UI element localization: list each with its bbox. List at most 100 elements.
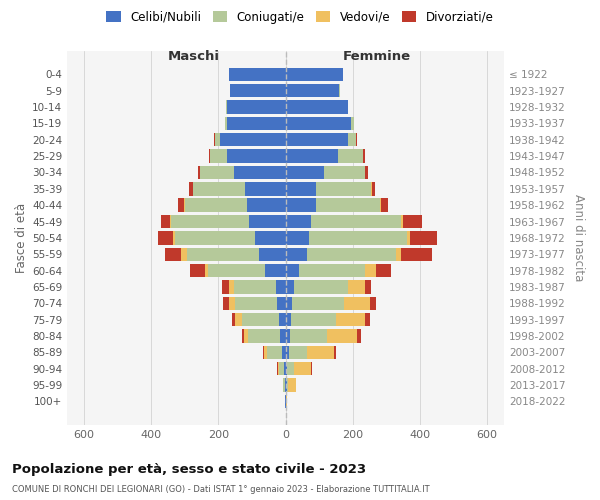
Bar xyxy=(286,198,316,212)
Bar xyxy=(229,68,286,81)
Bar xyxy=(284,378,286,392)
Bar xyxy=(277,296,286,310)
Bar xyxy=(225,116,227,130)
Bar xyxy=(348,100,349,114)
Bar xyxy=(248,215,286,228)
Bar xyxy=(286,100,348,114)
Bar xyxy=(227,116,286,130)
Bar xyxy=(286,313,290,326)
Bar xyxy=(245,182,286,196)
Bar xyxy=(229,296,235,310)
Bar xyxy=(401,215,403,228)
Bar xyxy=(263,346,265,359)
Bar xyxy=(290,313,336,326)
Bar xyxy=(286,116,351,130)
Bar xyxy=(286,215,311,228)
Bar xyxy=(286,378,287,392)
Bar xyxy=(267,346,282,359)
Y-axis label: Anni di nascita: Anni di nascita xyxy=(572,194,585,282)
Bar xyxy=(292,296,344,310)
Bar xyxy=(242,313,279,326)
Bar xyxy=(401,248,432,261)
Bar xyxy=(282,346,286,359)
Bar xyxy=(334,346,336,359)
Bar xyxy=(372,182,375,196)
Bar xyxy=(235,313,242,326)
Bar xyxy=(223,296,229,310)
Bar xyxy=(284,362,286,376)
Bar xyxy=(407,231,410,244)
Bar xyxy=(289,346,307,359)
Bar xyxy=(365,313,370,326)
Bar xyxy=(356,133,357,146)
Bar xyxy=(208,264,265,278)
Text: Maschi: Maschi xyxy=(168,50,220,63)
Bar xyxy=(316,182,371,196)
Bar xyxy=(311,362,312,376)
Bar xyxy=(173,231,175,244)
Bar xyxy=(200,166,233,179)
Text: Femmine: Femmine xyxy=(343,50,412,63)
Bar xyxy=(370,296,376,310)
Bar xyxy=(309,231,407,244)
Bar xyxy=(259,248,286,261)
Bar xyxy=(187,248,259,261)
Bar xyxy=(285,394,286,408)
Bar xyxy=(286,182,316,196)
Bar xyxy=(286,84,340,98)
Bar xyxy=(338,150,363,163)
Bar xyxy=(161,215,170,228)
Bar xyxy=(324,166,365,179)
Bar xyxy=(358,330,361,342)
Bar xyxy=(294,362,311,376)
Bar xyxy=(226,100,227,114)
Bar xyxy=(256,231,286,244)
Bar xyxy=(220,133,286,146)
Bar xyxy=(265,264,286,278)
Bar xyxy=(307,248,397,261)
Bar xyxy=(327,330,358,342)
Bar xyxy=(205,264,208,278)
Bar xyxy=(376,264,391,278)
Bar xyxy=(287,378,288,392)
Bar xyxy=(190,264,205,278)
Bar xyxy=(158,231,173,244)
Bar xyxy=(286,264,299,278)
Bar xyxy=(214,133,215,146)
Bar xyxy=(279,362,284,376)
Bar xyxy=(299,264,365,278)
Bar xyxy=(286,394,287,408)
Bar xyxy=(286,133,348,146)
Bar xyxy=(193,182,245,196)
Bar xyxy=(275,280,286,293)
Bar xyxy=(215,133,220,146)
Bar xyxy=(244,330,248,342)
Bar xyxy=(232,313,235,326)
Bar xyxy=(294,280,348,293)
Bar xyxy=(311,215,401,228)
Bar xyxy=(288,378,296,392)
Bar xyxy=(265,346,267,359)
Bar xyxy=(222,280,229,293)
Bar xyxy=(279,313,286,326)
Bar xyxy=(184,198,185,212)
Bar xyxy=(286,280,294,293)
Bar xyxy=(286,296,292,310)
Bar xyxy=(178,198,184,212)
Bar xyxy=(164,248,181,261)
Bar xyxy=(286,166,324,179)
Bar xyxy=(286,150,338,163)
Bar xyxy=(185,198,247,212)
Bar xyxy=(227,100,286,114)
Bar xyxy=(348,280,365,293)
Bar xyxy=(380,198,388,212)
Bar xyxy=(348,133,356,146)
Bar xyxy=(230,84,286,98)
Bar xyxy=(363,150,365,163)
Bar xyxy=(233,280,275,293)
Bar xyxy=(365,280,371,293)
Bar xyxy=(397,248,401,261)
Text: COMUNE DI RONCHI DEI LEGIONARI (GO) - Dati ISTAT 1° gennaio 2023 - Elaborazione : COMUNE DI RONCHI DEI LEGIONARI (GO) - Da… xyxy=(12,486,430,494)
Bar xyxy=(277,362,278,376)
Bar xyxy=(403,215,422,228)
